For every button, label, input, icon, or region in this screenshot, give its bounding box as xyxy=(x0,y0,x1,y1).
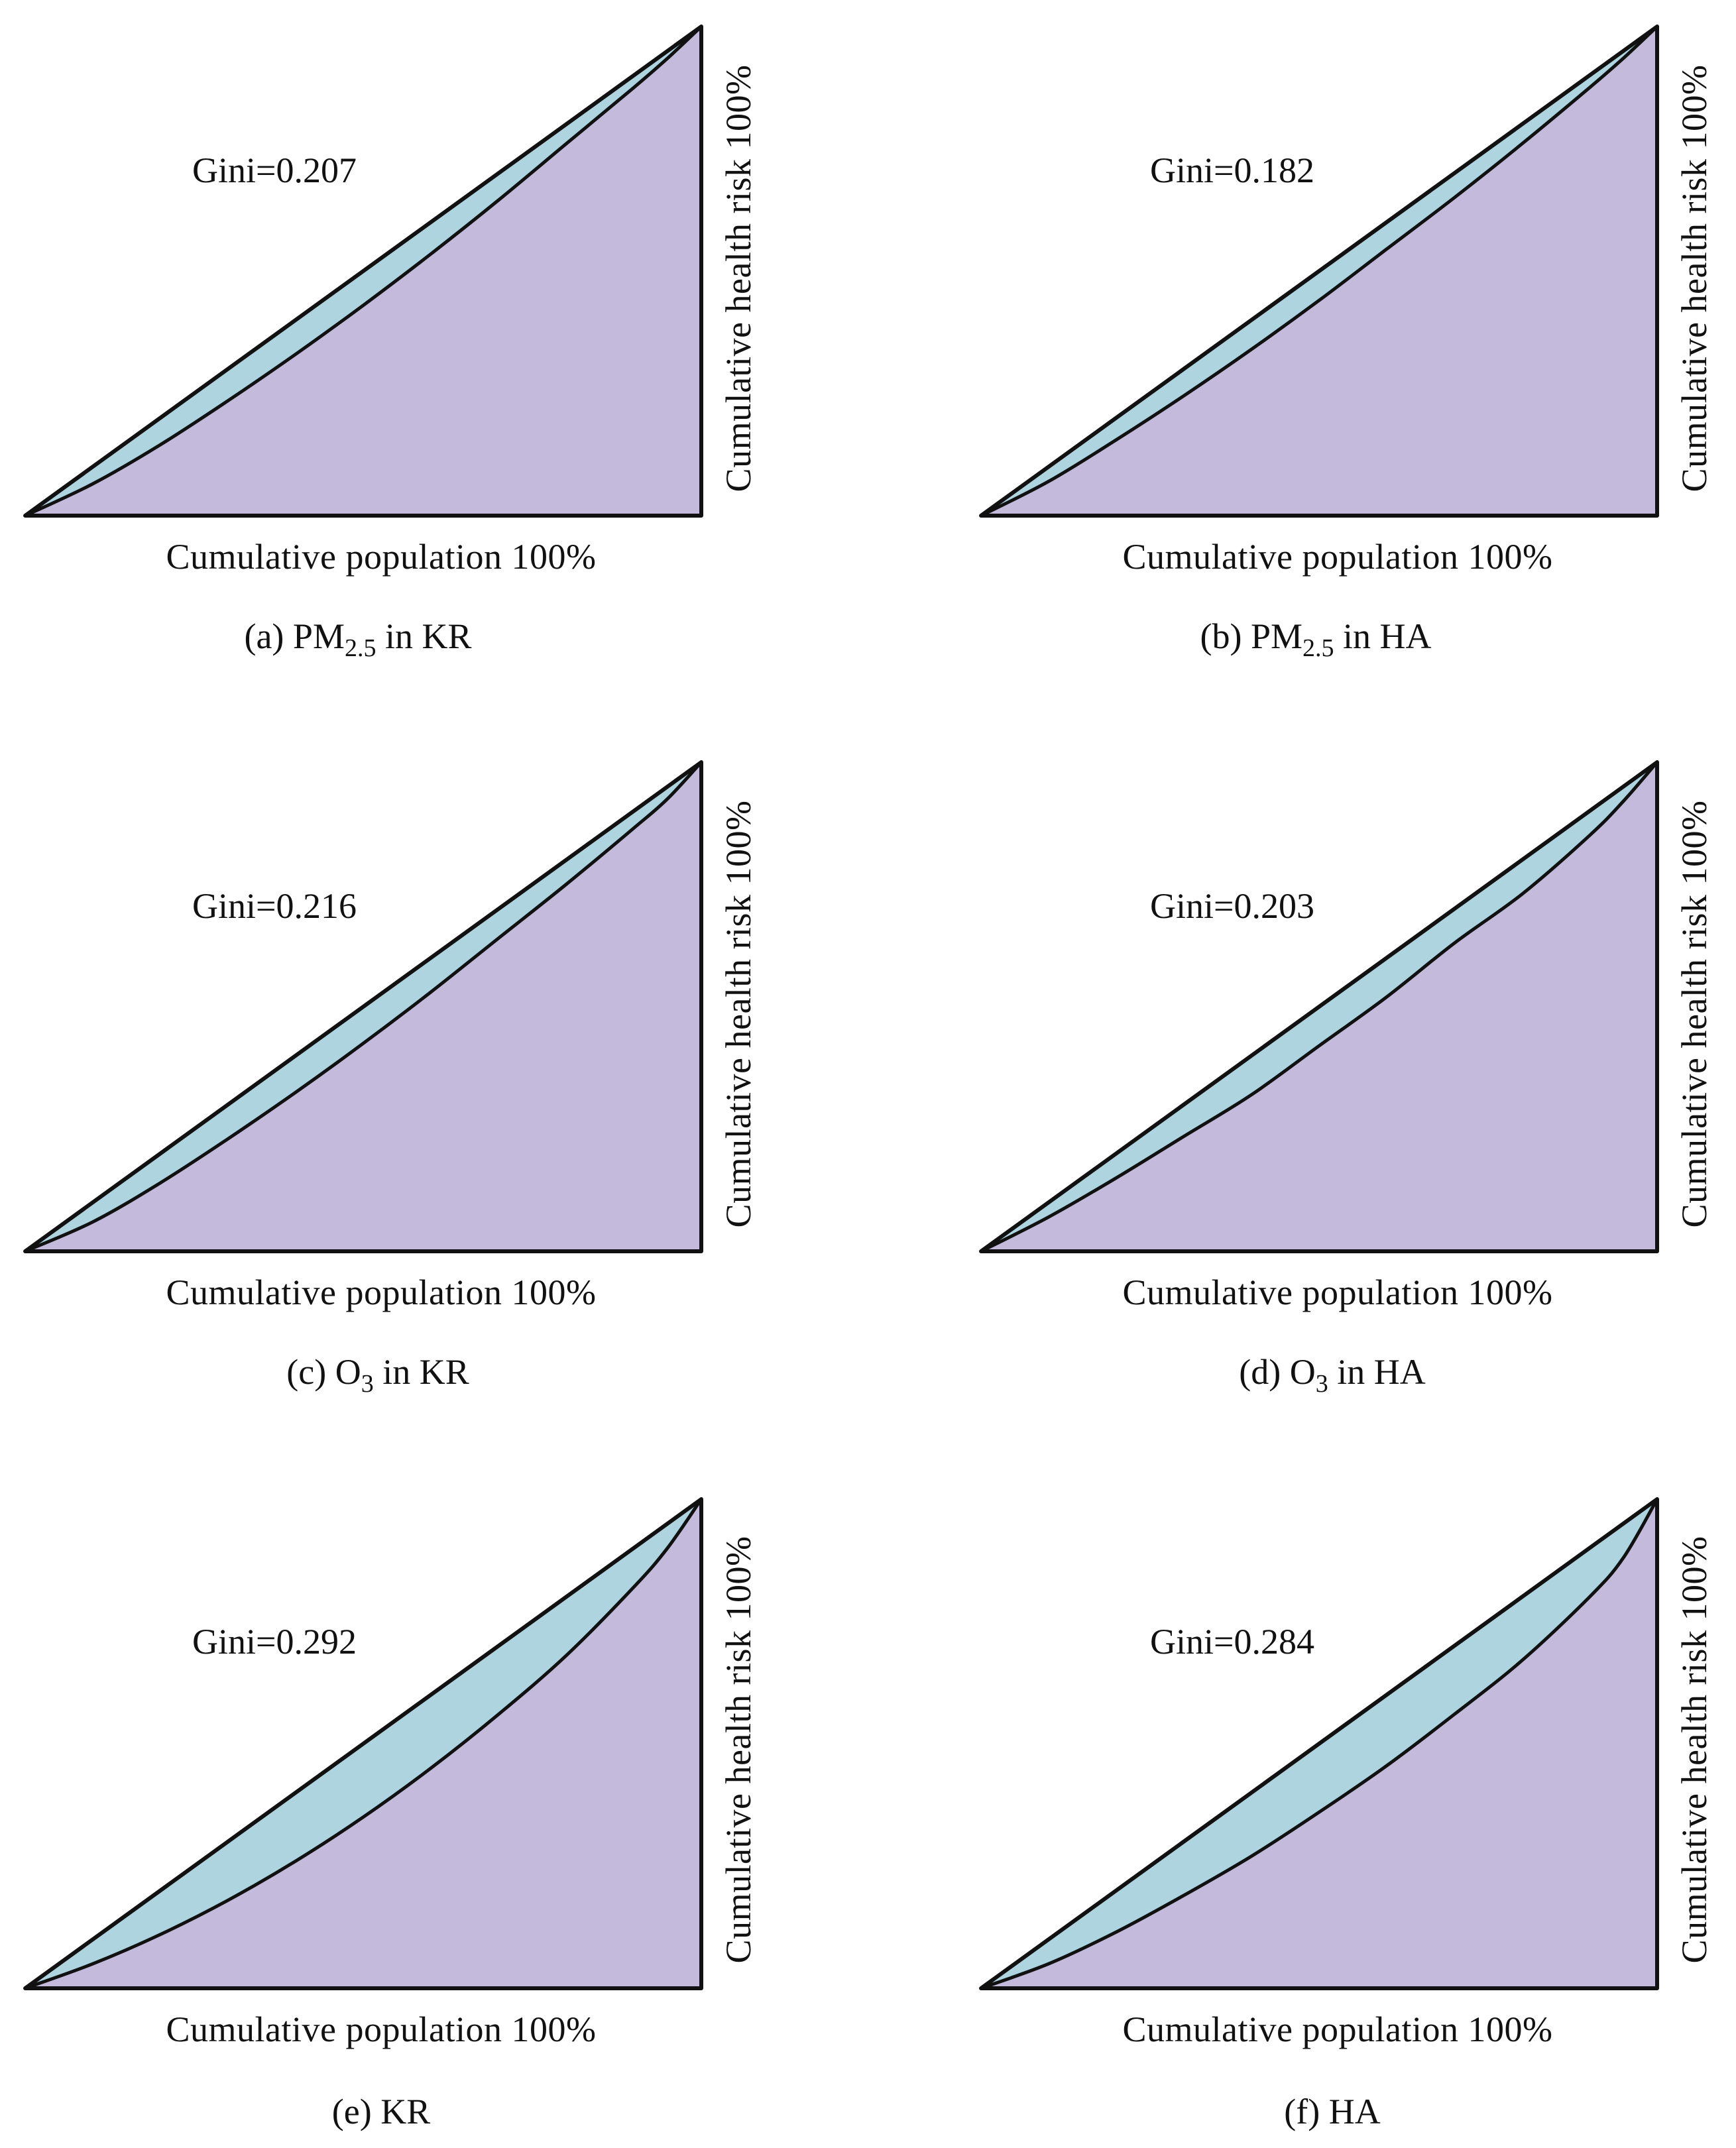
x-axis-label: Cumulative population 100% xyxy=(1123,1272,1553,1312)
panel-caption: (e) KR xyxy=(332,2092,430,2131)
equality-triangle-outline xyxy=(23,25,703,518)
equality-triangle-outline xyxy=(979,25,1659,518)
gini-label: Gini=0.216 xyxy=(192,886,357,926)
panel-caption: (d) O3 in HA xyxy=(1239,1352,1425,1398)
gini-label: Gini=0.207 xyxy=(192,150,357,190)
panel-caption: (c) O3 in KR xyxy=(286,1352,469,1398)
gini-label: Gini=0.292 xyxy=(192,1622,357,1662)
equality-triangle-outline xyxy=(979,760,1659,1253)
gini-label: Gini=0.203 xyxy=(1150,886,1314,926)
panel-d: Gini=0.203 Cumulative population 100% Cu… xyxy=(979,760,1714,1398)
y-axis-label: Cumulative health risk 100% xyxy=(719,1536,758,1964)
gini-label: Gini=0.284 xyxy=(1150,1622,1314,1662)
lorenz-curve-line xyxy=(25,761,703,1253)
y-axis-label: Cumulative health risk 100% xyxy=(719,801,758,1228)
equality-triangle-outline xyxy=(979,1497,1659,1990)
y-axis-label: Cumulative health risk 100% xyxy=(1674,1536,1714,1964)
panel-b: Gini=0.182 Cumulative population 100% Cu… xyxy=(979,25,1714,662)
panel-f: Gini=0.284 Cumulative population 100% Cu… xyxy=(979,1497,1714,2131)
lorenz-curve-line xyxy=(25,1498,703,1990)
panel-a: Gini=0.207 Cumulative population 100% Cu… xyxy=(23,25,758,662)
lorenz-curve-line xyxy=(24,25,703,518)
panel-e: Gini=0.292 Cumulative population 100% Cu… xyxy=(23,1497,758,2131)
lorenz-area xyxy=(981,762,1657,1251)
panel-caption: (f) HA xyxy=(1284,2092,1380,2131)
y-axis-label: Cumulative health risk 100% xyxy=(1674,801,1714,1228)
lorenz-curve-line xyxy=(980,761,1658,1253)
lorenz-area xyxy=(981,1499,1657,1988)
y-axis-label: Cumulative health risk 100% xyxy=(719,65,758,492)
x-axis-label: Cumulative population 100% xyxy=(166,2009,597,2049)
x-axis-label: Cumulative population 100% xyxy=(166,537,597,577)
lorenz-area xyxy=(25,27,701,516)
panel-caption: (b) PM2.5 in HA xyxy=(1200,616,1431,662)
gini-label: Gini=0.182 xyxy=(1150,150,1314,190)
x-axis-label: Cumulative population 100% xyxy=(1123,537,1553,577)
panel-c: Gini=0.216 Cumulative population 100% Cu… xyxy=(23,760,758,1398)
equality-triangle-outline xyxy=(23,1497,703,1990)
lorenz-area xyxy=(25,762,701,1251)
x-axis-label: Cumulative population 100% xyxy=(1123,2009,1553,2049)
lorenz-curve-line xyxy=(980,25,1658,518)
lorenz-curve-line xyxy=(980,1498,1659,1990)
panel-caption: (a) PM2.5 in KR xyxy=(244,616,471,662)
equality-triangle-outline xyxy=(23,760,703,1253)
lorenz-area xyxy=(981,27,1657,516)
lorenz-area xyxy=(25,1499,701,1988)
x-axis-label: Cumulative population 100% xyxy=(166,1272,597,1312)
y-axis-label: Cumulative health risk 100% xyxy=(1674,65,1714,492)
